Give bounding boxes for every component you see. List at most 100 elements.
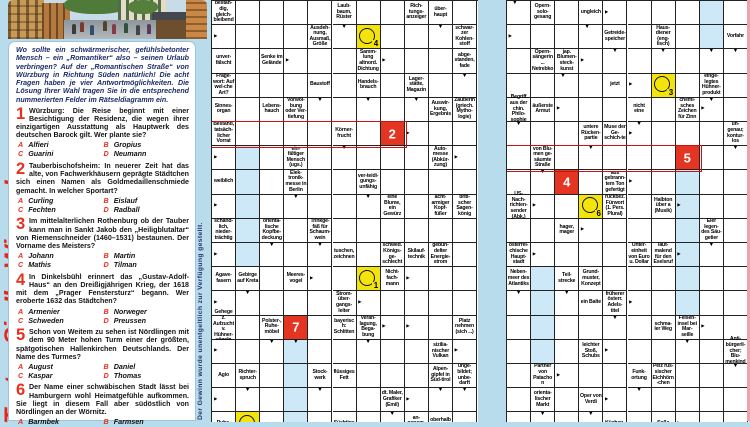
answer-cell[interactable] (332, 194, 357, 219)
answer-cell[interactable] (723, 194, 748, 219)
answer-cell[interactable] (531, 218, 556, 243)
answer-cell[interactable]: ▼ (356, 97, 381, 122)
answer-cell[interactable] (555, 25, 580, 50)
answer-cell[interactable] (651, 388, 676, 413)
answer-cell[interactable] (380, 25, 405, 50)
answer-cell[interactable] (453, 243, 478, 268)
answer-cell[interactable] (308, 122, 333, 147)
answer-cell[interactable]: ▼ (555, 291, 580, 316)
answer-cell[interactable] (579, 243, 604, 268)
answer-cell[interactable] (236, 73, 261, 98)
answer-cell[interactable] (531, 122, 556, 147)
answer-cell[interactable] (380, 339, 405, 364)
answer-option[interactable]: A Barmbek (18, 417, 59, 427)
solution-letter-cell[interactable] (675, 291, 700, 316)
answer-option[interactable]: D Radball (103, 204, 140, 214)
answer-cell[interactable] (260, 412, 285, 422)
answer-cell[interactable] (284, 291, 309, 316)
answer-cell[interactable] (651, 170, 676, 195)
answer-cell[interactable] (356, 122, 381, 147)
quiz-number-cell[interactable]: 7 (284, 315, 309, 340)
answer-cell[interactable] (404, 170, 429, 195)
answer-cell[interactable] (236, 49, 261, 74)
solution-letter-cell[interactable] (699, 25, 724, 50)
answer-cell[interactable] (260, 194, 285, 219)
answer-cell[interactable] (236, 97, 261, 122)
answer-cell[interactable]: ▼ (453, 73, 478, 98)
answer-cell[interactable] (651, 122, 676, 147)
answer-cell[interactable] (380, 218, 405, 243)
answer-cell[interactable] (699, 291, 724, 316)
answer-cell[interactable] (332, 267, 357, 292)
answer-cell[interactable]: ▼ (699, 242, 724, 268)
answer-cell[interactable]: ▼ (260, 339, 285, 364)
answer-cell[interactable] (428, 73, 453, 98)
answer-cell[interactable] (404, 291, 429, 316)
answer-cell[interactable] (627, 267, 652, 292)
solution-letter-cell[interactable] (236, 170, 261, 195)
answer-cell[interactable] (699, 122, 724, 147)
circled-letter-cell[interactable] (236, 412, 261, 422)
answer-cell[interactable] (579, 315, 604, 340)
answer-cell[interactable] (308, 291, 333, 316)
answer-cell[interactable]: ▼ (236, 291, 261, 316)
solution-letter-cell[interactable] (236, 218, 261, 243)
answer-cell[interactable] (332, 218, 357, 243)
answer-cell[interactable] (579, 170, 604, 195)
answer-cell[interactable] (603, 243, 628, 268)
answer-cell[interactable] (675, 73, 700, 98)
answer-cell[interactable] (723, 170, 748, 195)
answer-cell[interactable] (453, 291, 478, 316)
answer-cell[interactable] (627, 194, 652, 219)
answer-cell[interactable] (675, 364, 700, 389)
answer-cell[interactable] (627, 339, 652, 364)
answer-cell[interactable] (380, 364, 405, 389)
answer-cell[interactable] (507, 315, 532, 340)
answer-cell[interactable] (507, 170, 532, 195)
answer-cell[interactable] (675, 25, 700, 50)
answer-cell[interactable] (699, 364, 724, 389)
answer-cell[interactable] (284, 25, 309, 50)
solution-letter-cell[interactable] (675, 218, 700, 243)
answer-cell[interactable] (404, 25, 429, 50)
answer-cell[interactable]: ▼ (723, 363, 748, 389)
answer-cell[interactable] (284, 122, 309, 147)
solution-letter-cell[interactable] (531, 339, 556, 364)
answer-cell[interactable]: ► (579, 218, 604, 243)
answer-cell[interactable] (236, 122, 261, 147)
answer-cell[interactable]: ▼ (603, 315, 628, 340)
solution-letter-cell[interactable]: ► (675, 194, 700, 219)
answer-cell[interactable]: ▼ (531, 412, 556, 422)
solution-letter-cell[interactable] (236, 146, 261, 171)
answer-cell[interactable] (308, 146, 333, 171)
answer-cell[interactable] (699, 388, 724, 413)
answer-cell[interactable]: ▼ (507, 1, 532, 26)
answer-cell[interactable] (284, 218, 309, 243)
answer-cell[interactable] (555, 122, 580, 147)
answer-cell[interactable]: ► (555, 364, 580, 389)
answer-option[interactable]: D Thomas (103, 370, 142, 380)
answer-cell[interactable]: ► (453, 339, 478, 364)
answer-cell[interactable] (507, 73, 532, 98)
answer-cell[interactable] (260, 291, 285, 316)
answer-cell[interactable]: ► (404, 388, 429, 413)
answer-cell[interactable] (453, 267, 478, 292)
answer-cell[interactable] (428, 122, 453, 147)
answer-cell[interactable]: ▼ (507, 121, 532, 147)
answer-cell[interactable] (428, 218, 453, 243)
answer-cell[interactable] (699, 170, 724, 195)
answer-cell[interactable] (651, 267, 676, 292)
answer-cell[interactable] (332, 170, 357, 195)
answer-cell[interactable]: ▼ (308, 388, 333, 413)
answer-cell[interactable] (260, 267, 285, 292)
answer-cell[interactable] (260, 73, 285, 98)
circled-letter-cell[interactable]: 4 (356, 25, 381, 50)
answer-cell[interactable]: ► (404, 315, 429, 340)
answer-cell[interactable] (428, 315, 453, 340)
answer-cell[interactable] (332, 388, 357, 413)
answer-cell[interactable] (675, 122, 700, 147)
answer-cell[interactable] (428, 170, 453, 195)
answer-cell[interactable]: ► (212, 339, 237, 364)
answer-cell[interactable] (675, 388, 700, 413)
answer-option[interactable]: B Eislauf (103, 195, 138, 205)
